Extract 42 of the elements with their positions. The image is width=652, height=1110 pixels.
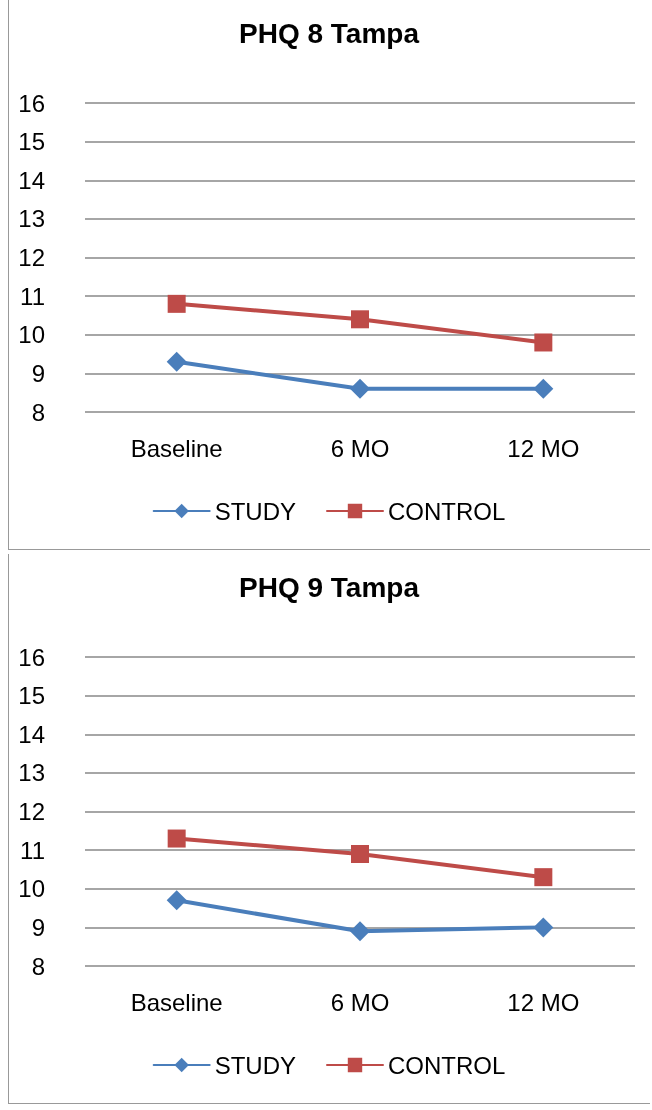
y-tick-label: 10: [18, 875, 45, 903]
y-tick-label: 16: [18, 643, 45, 671]
y-tick-label: 13: [18, 205, 45, 233]
legend-label: STUDY: [214, 1051, 296, 1079]
point: [533, 378, 554, 399]
point: [166, 351, 187, 372]
x-tick-label: 6 MO: [330, 988, 390, 1016]
y-tick-label: 8: [31, 952, 45, 980]
legend-label: CONTROL: [388, 497, 506, 525]
chart-title: PHQ 9 Tampa: [239, 571, 420, 603]
legend-label: STUDY: [214, 497, 296, 525]
y-tick-label: 11: [20, 836, 45, 864]
point: [351, 310, 369, 329]
x-tick-label: 12 MO: [507, 988, 580, 1016]
point: [167, 829, 186, 848]
point: [350, 378, 370, 399]
point: [533, 917, 554, 938]
point: [167, 294, 186, 313]
y-tick-label: 11: [20, 282, 45, 310]
x-tick-label: Baseline: [130, 434, 223, 462]
y-tick-label: 14: [18, 166, 45, 194]
y-tick-label: 15: [18, 128, 45, 156]
legend-label: CONTROL: [388, 1051, 506, 1079]
y-tick-label: 9: [31, 913, 45, 941]
y-tick-label: 13: [18, 759, 45, 787]
y-tick-label: 9: [31, 359, 45, 387]
point: [351, 844, 369, 863]
point: [350, 921, 370, 942]
y-tick-label: 15: [18, 682, 45, 710]
point: [534, 868, 553, 887]
chart-title: PHQ 8 Tampa: [239, 17, 420, 49]
point: [534, 333, 553, 352]
y-tick-label: 10: [18, 321, 45, 349]
y-tick-label: 12: [18, 798, 45, 825]
point: [166, 890, 187, 911]
x-tick-label: Baseline: [130, 988, 223, 1016]
x-tick-label: 6 MO: [330, 434, 390, 462]
y-tick-label: 16: [18, 89, 45, 117]
x-tick-label: 12 MO: [507, 434, 580, 462]
y-tick-label: 12: [18, 244, 45, 271]
y-tick-label: 8: [31, 398, 45, 426]
y-tick-label: 14: [18, 720, 45, 748]
